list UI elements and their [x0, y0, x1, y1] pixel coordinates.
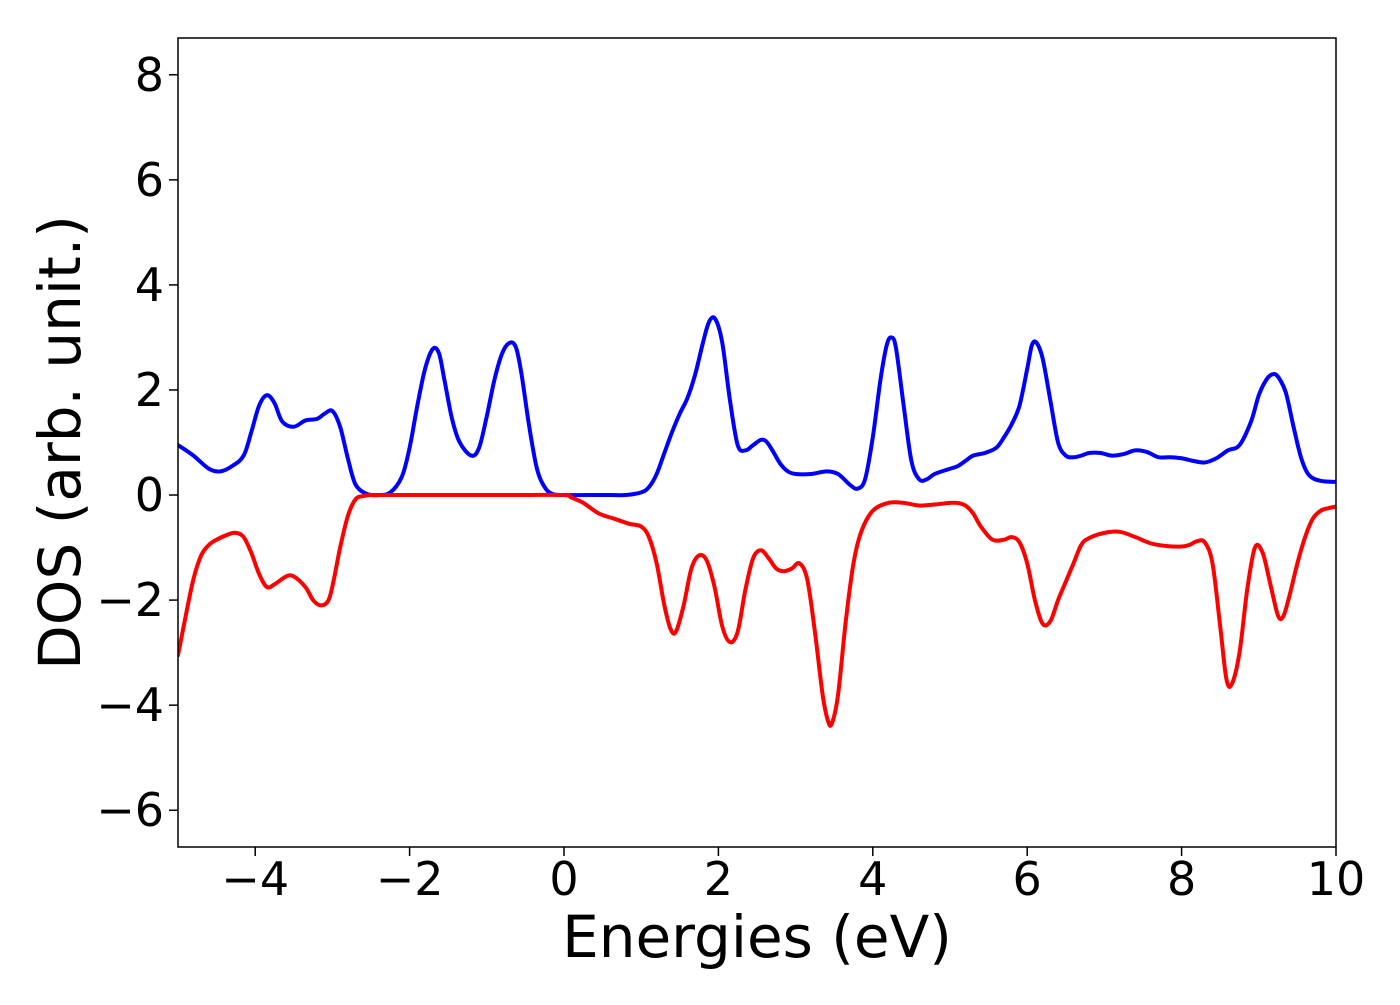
y-axis-ticks: −6 −4 −2 0 2 4 6 8 [96, 48, 178, 837]
y-tick-label: 8 [135, 48, 164, 102]
y-tick-label: −4 [96, 678, 164, 732]
x-tick-label: −2 [376, 852, 444, 906]
x-tick-label: 10 [1307, 852, 1366, 906]
x-tick-label: 0 [549, 852, 578, 906]
dos-series-line-1 [178, 315, 1336, 498]
y-axis-title: DOS (arb. unit.) [26, 215, 94, 670]
y-tick-label: 4 [135, 258, 164, 312]
x-tick-label: 2 [704, 852, 733, 906]
series-layer [178, 315, 1336, 728]
dos-series-line-2 [178, 492, 1336, 728]
y-tick-label: 2 [135, 363, 164, 417]
y-tick-label: 0 [135, 468, 164, 522]
x-tick-label: −4 [221, 852, 289, 906]
y-tick-label: 6 [135, 153, 164, 207]
y-tick-label: −2 [96, 573, 164, 627]
x-tick-label: 4 [858, 852, 887, 906]
x-tick-label: 6 [1013, 852, 1042, 906]
plot-area-frame [177, 37, 1337, 848]
x-axis-title: Energies (eV) [562, 903, 952, 971]
x-axis-ticks: −4 −2 0 2 4 6 8 10 [221, 847, 1365, 906]
y-tick-label: −6 [96, 783, 164, 837]
x-tick-label: 8 [1167, 852, 1196, 906]
